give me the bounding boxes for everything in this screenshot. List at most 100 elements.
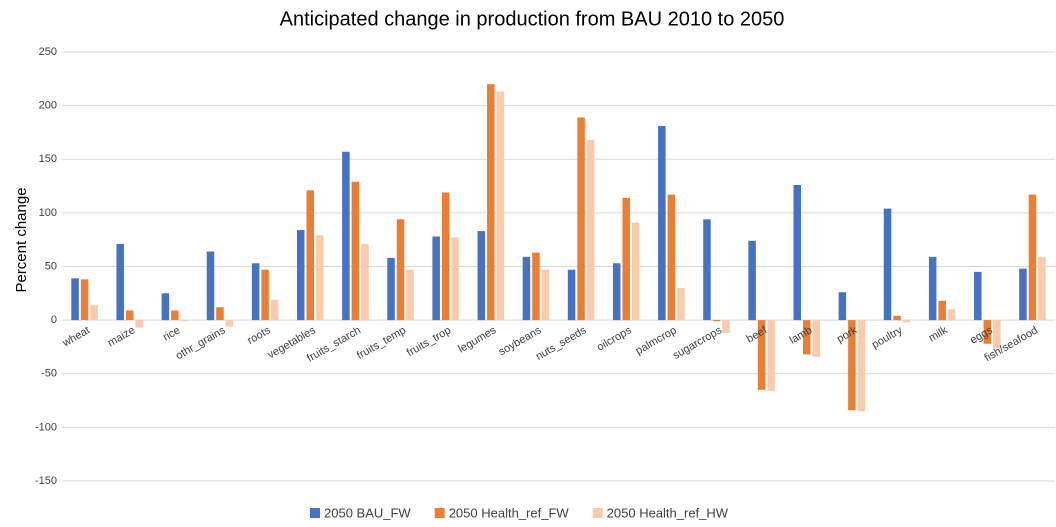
bar [677, 287, 685, 321]
x-tick-label: othr_grains [174, 324, 228, 362]
bar [658, 126, 666, 321]
x-tick-label: oilcrops [595, 324, 634, 354]
bar [71, 278, 79, 321]
bar [712, 320, 721, 322]
y-tick-label: 0 [51, 314, 57, 326]
bar [297, 230, 305, 321]
bar [432, 236, 440, 321]
legend-label: 2050 Health_ref_HW [607, 505, 729, 520]
bar [757, 320, 766, 390]
x-tick-label: milk [927, 324, 950, 344]
bar [306, 190, 314, 321]
bar [667, 194, 676, 321]
bar [487, 84, 495, 321]
x-tick-label: poultry [870, 324, 905, 351]
y-tick-label: 50 [45, 260, 57, 272]
bar [1038, 256, 1046, 321]
x-tick-label: pork [835, 324, 860, 345]
bar [225, 320, 234, 327]
bar [361, 243, 369, 321]
bar [261, 269, 269, 321]
bar [522, 256, 531, 321]
x-tick-label: roots [245, 324, 273, 347]
bar [406, 269, 414, 321]
x-tick-label: fruits_temp [355, 324, 408, 362]
bar [496, 91, 505, 321]
bar [938, 300, 946, 321]
bar [135, 320, 143, 328]
bar [567, 269, 576, 321]
bar [206, 251, 215, 321]
x-tick-label: rice [161, 324, 182, 343]
bar [767, 320, 775, 391]
bar [216, 307, 224, 321]
bar [577, 117, 585, 321]
bar [477, 231, 486, 321]
x-tick-label: legumes [456, 324, 498, 355]
bar [586, 139, 595, 321]
bar [1019, 268, 1027, 321]
bar [171, 310, 179, 321]
bar [793, 184, 801, 321]
bar [90, 305, 98, 321]
bar [612, 263, 621, 321]
bar [993, 320, 1001, 349]
bar [631, 222, 640, 321]
bar [125, 310, 134, 321]
legend-swatch [434, 508, 445, 518]
bar [161, 293, 170, 321]
bar [812, 320, 820, 357]
bar [983, 320, 992, 344]
bar [396, 219, 405, 321]
bar [622, 197, 630, 321]
bar [893, 315, 901, 321]
legend-swatch [592, 508, 603, 518]
bar [883, 208, 892, 321]
bar [451, 237, 459, 321]
bar [316, 235, 324, 321]
x-tick-label: maize [106, 324, 137, 349]
legend-label: 2050 Health_ref_FW [449, 505, 570, 520]
y-tick-label: 150 [39, 153, 57, 165]
bar [351, 181, 360, 321]
bar [848, 320, 856, 411]
bar [541, 269, 550, 321]
bar [532, 252, 540, 321]
legend-label: 2050 BAU_FW [324, 505, 411, 520]
bar [857, 320, 866, 412]
bar [974, 271, 982, 321]
bar [180, 320, 189, 322]
bar [441, 192, 450, 321]
bar [387, 257, 395, 321]
legend-swatch [310, 508, 320, 518]
bar [116, 243, 124, 321]
bar [838, 292, 847, 321]
x-tick-label: fruits_trop [405, 324, 453, 359]
x-tick-label: nuts_seeds [534, 324, 589, 363]
y-axis-label: Percent change [13, 187, 30, 292]
bar [270, 299, 279, 321]
y-tick-label: 100 [39, 207, 57, 219]
x-tick-label: eggs [968, 324, 995, 347]
bar [902, 320, 911, 323]
bar [1028, 194, 1037, 321]
bar [803, 320, 811, 355]
bar [947, 309, 956, 321]
y-tick-label: 250 [39, 46, 57, 58]
bar [928, 256, 937, 321]
y-tick-label: 200 [39, 100, 57, 112]
bar [80, 279, 89, 321]
y-tick-label: -150 [35, 475, 57, 487]
x-tick-label: beef [745, 324, 770, 346]
chart-title: Anticipated change in production from BA… [280, 8, 785, 30]
bar [748, 240, 756, 321]
x-tick-label: sugarcrops [671, 324, 725, 362]
bar [342, 151, 350, 321]
bar [722, 320, 730, 333]
y-tick-label: -100 [35, 421, 57, 433]
bar [251, 263, 260, 321]
bar [703, 219, 711, 321]
y-tick-label: -50 [41, 368, 57, 380]
x-tick-label: wheat [60, 324, 92, 350]
